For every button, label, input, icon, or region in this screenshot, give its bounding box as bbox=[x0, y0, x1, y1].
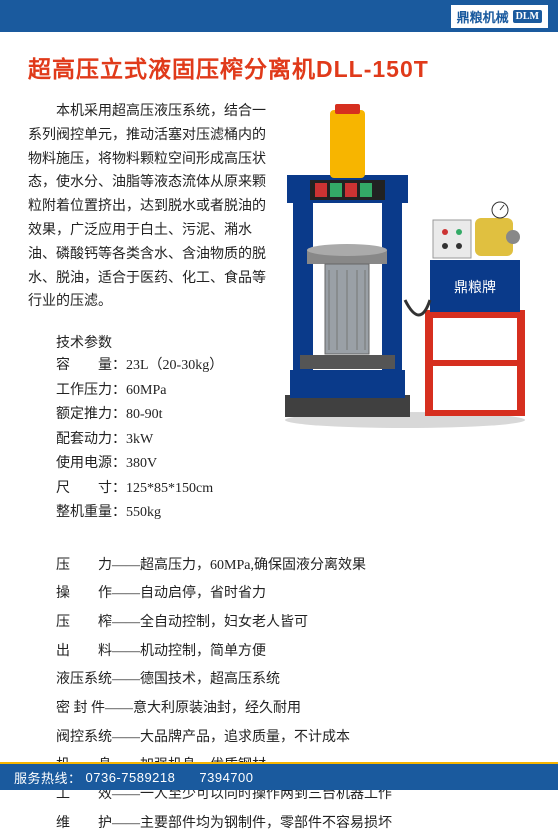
text-column: 本机采用超高压液压系统，结合一系列阀控单元，推动活塞对压滤桶内的物料施压，将物料… bbox=[28, 100, 267, 526]
spec-row: 额定推力：80-90t bbox=[28, 403, 267, 428]
product-description: 本机采用超高压液压系统，结合一系列阀控单元，推动活塞对压滤桶内的物料施压，将物料… bbox=[28, 100, 267, 314]
spec-list: 容 量：23L（20-30kg）工作压力：60MPa额定推力：80-90t配套动… bbox=[28, 354, 267, 526]
svg-text:鼎粮牌: 鼎粮牌 bbox=[454, 279, 496, 296]
spec-heading: 技术参数 bbox=[28, 332, 267, 352]
feature-list: 压 力——超高压力，60MPa,确保固液分离效果操 作——自动启停，省时省力压 … bbox=[28, 552, 530, 839]
footer-bar: 服务热线： 0736-7589218 7394700 bbox=[0, 764, 558, 790]
spec-row: 整机重量：550kg bbox=[28, 501, 267, 526]
spec-row: 尺 寸：125*85*150cm bbox=[28, 477, 267, 502]
feature-row: 维 护——主要部件均为钢制件，零部件不容易损坏 bbox=[28, 810, 530, 839]
header-bar: 鼎粮机械 DLM bbox=[0, 0, 558, 32]
feature-row: 密 封 件——意大利原装油封，经久耐用 bbox=[28, 695, 530, 724]
feature-row: 压 力——超高压力，60MPa,确保固液分离效果 bbox=[28, 552, 530, 581]
brand-logo: 鼎粮机械 DLM bbox=[451, 5, 548, 28]
feature-row: 液压系统——德国技术，超高压系统 bbox=[28, 666, 530, 695]
brand-text: 鼎粮机械 bbox=[457, 7, 509, 26]
feature-row: 出 料——机动控制，简单方便 bbox=[28, 638, 530, 667]
brand-sub: DLM bbox=[513, 10, 542, 23]
page-title: 超高压立式液固压榨分离机DLL-150T bbox=[28, 50, 530, 84]
phone-2: 7394700 bbox=[199, 770, 253, 785]
spec-row: 配套动力：3kW bbox=[28, 428, 267, 453]
feature-row: 操 作——自动启停，省时省力 bbox=[28, 580, 530, 609]
phone-1: 0736-7589218 bbox=[86, 770, 176, 785]
body-wrap: 本机采用超高压液压系统，结合一系列阀控单元，推动活塞对压滤桶内的物料施压，将物料… bbox=[28, 100, 530, 526]
spec-row: 容 量：23L（20-30kg） bbox=[28, 354, 267, 379]
feature-row: 阀控系统——大品牌产品，追求质量，不计成本 bbox=[28, 724, 530, 753]
spec-row: 使用电源：380V bbox=[28, 452, 267, 477]
feature-row: 压 榨——全自动控制，妇女老人皆可 bbox=[28, 609, 530, 638]
product-image: 鼎粮牌 bbox=[275, 100, 530, 526]
machine-illustration: 鼎粮牌 bbox=[275, 100, 530, 430]
hotline-label: 服务热线： bbox=[14, 768, 82, 787]
spec-row: 工作压力：60MPa bbox=[28, 379, 267, 404]
content-area: 超高压立式液固压榨分离机DLL-150T 本机采用超高压液压系统，结合一系列阀控… bbox=[0, 32, 558, 839]
